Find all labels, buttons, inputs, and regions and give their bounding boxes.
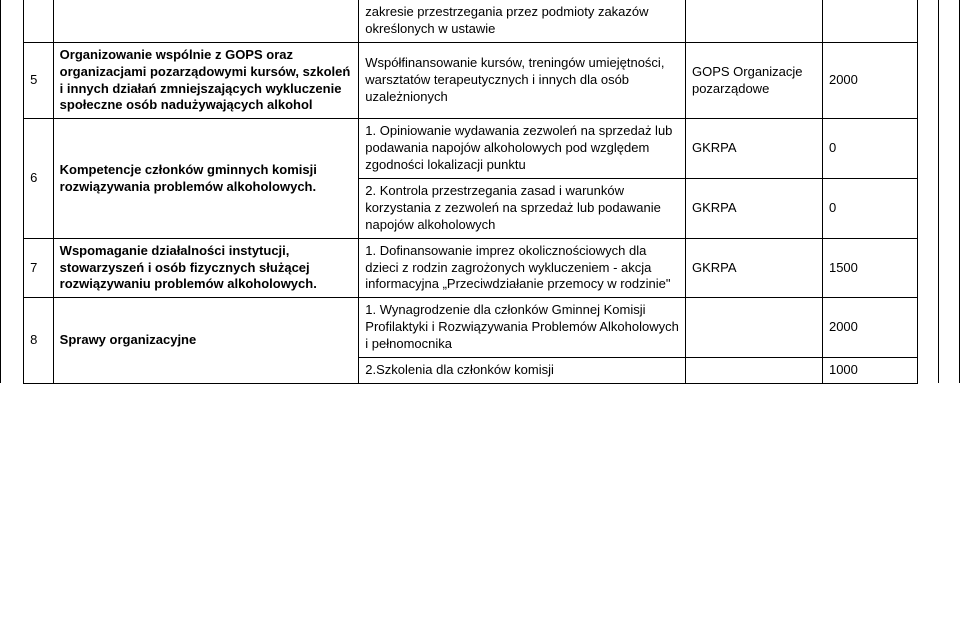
- cell-val: 2000: [822, 298, 917, 358]
- cell-blank: [1, 358, 24, 384]
- cell-blank: [938, 0, 959, 42]
- table-row: 7 Wspomaganie działalności instytucji, s…: [1, 238, 960, 298]
- cell-blank: [917, 238, 938, 298]
- cell-val: 0: [822, 119, 917, 179]
- cell-num: 5: [24, 42, 54, 119]
- cell-blank: [938, 42, 959, 119]
- cell-blank: [917, 119, 938, 179]
- cell-blank: [1, 298, 24, 358]
- cell-blank: [917, 42, 938, 119]
- cell-desc: Kompetencje członków gminnych komisji ro…: [53, 119, 359, 238]
- cell-detail: 2.Szkolenia dla członków komisji: [359, 358, 686, 384]
- cell-desc: Wspomaganie działalności instytucji, sto…: [53, 238, 359, 298]
- table-row: zakresie przestrzegania przez podmioty z…: [1, 0, 960, 42]
- cell-blank: [917, 358, 938, 384]
- cell-org: GKRPA: [685, 119, 822, 179]
- cell-org: GKRPA: [685, 238, 822, 298]
- cell-blank: [917, 0, 938, 42]
- cell-detail: 2. Kontrola przestrzegania zasad i warun…: [359, 179, 686, 239]
- cell-blank: [1, 119, 24, 179]
- document-table: zakresie przestrzegania przez podmioty z…: [0, 0, 960, 384]
- cell-detail: zakresie przestrzegania przez podmioty z…: [359, 0, 686, 42]
- cell-blank: [938, 298, 959, 358]
- cell-blank: [1, 179, 24, 239]
- cell-org: [685, 358, 822, 384]
- cell-blank: [1, 42, 24, 119]
- cell-blank: [917, 298, 938, 358]
- cell-org: [685, 0, 822, 42]
- cell-val: [822, 0, 917, 42]
- cell-desc: Organizowanie wspólnie z GOPS oraz organ…: [53, 42, 359, 119]
- cell-val: 0: [822, 179, 917, 239]
- cell-detail: 1. Dofinansowanie imprez okolicznościowy…: [359, 238, 686, 298]
- cell-val: 1500: [822, 238, 917, 298]
- cell-num: [24, 0, 54, 42]
- cell-blank: [938, 358, 959, 384]
- cell-num: 6: [24, 119, 54, 238]
- cell-num: 8: [24, 298, 54, 384]
- cell-num: 7: [24, 238, 54, 298]
- cell-blank: [938, 119, 959, 179]
- cell-blank: [1, 238, 24, 298]
- cell-desc: [53, 0, 359, 42]
- cell-org: GOPS Organizacje pozarządowe: [685, 42, 822, 119]
- cell-detail: Współfinansowanie kursów, treningów umie…: [359, 42, 686, 119]
- cell-detail: 1. Opiniowanie wydawania zezwoleń na spr…: [359, 119, 686, 179]
- table-row: 8 Sprawy organizacyjne 1. Wynagrodzenie …: [1, 298, 960, 358]
- cell-blank: [917, 179, 938, 239]
- cell-blank: [938, 238, 959, 298]
- cell-org: [685, 298, 822, 358]
- cell-blank: [938, 179, 959, 239]
- cell-val: 1000: [822, 358, 917, 384]
- cell-blank: [1, 0, 24, 42]
- cell-desc: Sprawy organizacyjne: [53, 298, 359, 384]
- table-row: 5 Organizowanie wspólnie z GOPS oraz org…: [1, 42, 960, 119]
- table-row: 6 Kompetencje członków gminnych komisji …: [1, 119, 960, 179]
- cell-val: 2000: [822, 42, 917, 119]
- cell-org: GKRPA: [685, 179, 822, 239]
- cell-detail: 1. Wynagrodzenie dla członków Gminnej Ko…: [359, 298, 686, 358]
